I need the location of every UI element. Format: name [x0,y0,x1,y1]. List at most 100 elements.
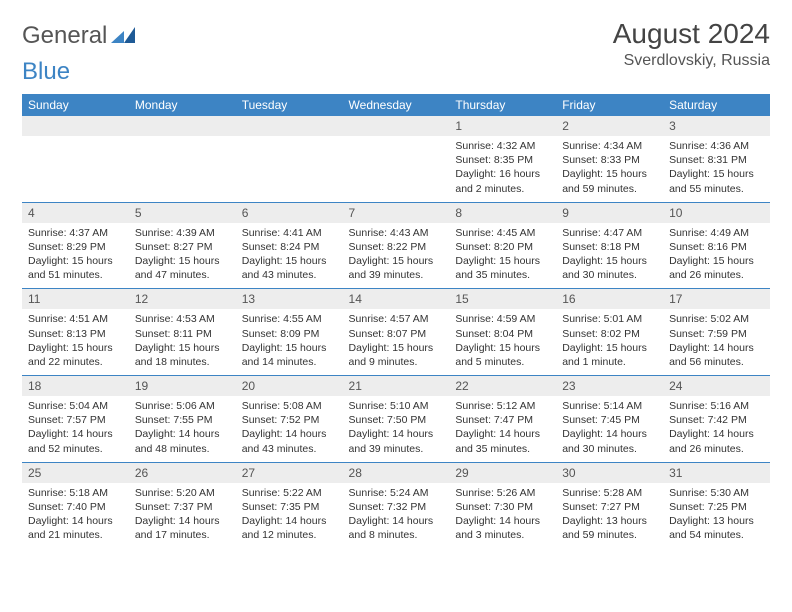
day-cell: Sunrise: 4:36 AMSunset: 8:31 PMDaylight:… [663,136,770,202]
sunset-text: Sunset: 7:30 PM [455,500,550,514]
day-cell: Sunrise: 5:16 AMSunset: 7:42 PMDaylight:… [663,396,770,462]
daylight-text: Daylight: 15 hours and 14 minutes. [242,341,337,369]
day-cell: Sunrise: 5:22 AMSunset: 7:35 PMDaylight:… [236,483,343,549]
day-number: 28 [343,462,450,483]
sunset-text: Sunset: 8:02 PM [562,327,657,341]
sunrise-text: Sunrise: 4:53 AM [135,312,230,326]
day-number [129,116,236,136]
sunset-text: Sunset: 7:45 PM [562,413,657,427]
day-content-row: Sunrise: 5:04 AMSunset: 7:57 PMDaylight:… [22,396,770,462]
day-cell: Sunrise: 5:04 AMSunset: 7:57 PMDaylight:… [22,396,129,462]
sunrise-text: Sunrise: 5:04 AM [28,399,123,413]
sunset-text: Sunset: 8:11 PM [135,327,230,341]
day-number: 8 [449,202,556,223]
sunrise-text: Sunrise: 5:01 AM [562,312,657,326]
sunset-text: Sunset: 8:33 PM [562,153,657,167]
day-cell: Sunrise: 4:34 AMSunset: 8:33 PMDaylight:… [556,136,663,202]
day-cell [236,136,343,202]
daylight-text: Daylight: 15 hours and 5 minutes. [455,341,550,369]
daylight-text: Daylight: 15 hours and 51 minutes. [28,254,123,282]
sunset-text: Sunset: 8:20 PM [455,240,550,254]
sunrise-text: Sunrise: 5:20 AM [135,486,230,500]
daylight-text: Daylight: 16 hours and 2 minutes. [455,167,550,195]
day-cell: Sunrise: 4:32 AMSunset: 8:35 PMDaylight:… [449,136,556,202]
sunrise-text: Sunrise: 4:59 AM [455,312,550,326]
day-cell: Sunrise: 4:51 AMSunset: 8:13 PMDaylight:… [22,309,129,375]
day-cell: Sunrise: 5:18 AMSunset: 7:40 PMDaylight:… [22,483,129,549]
sunset-text: Sunset: 8:22 PM [349,240,444,254]
day-cell: Sunrise: 5:12 AMSunset: 7:47 PMDaylight:… [449,396,556,462]
day-cell: Sunrise: 5:26 AMSunset: 7:30 PMDaylight:… [449,483,556,549]
day-cell: Sunrise: 4:59 AMSunset: 8:04 PMDaylight:… [449,309,556,375]
day-content-row: Sunrise: 4:37 AMSunset: 8:29 PMDaylight:… [22,223,770,289]
sunset-text: Sunset: 7:32 PM [349,500,444,514]
day-cell: Sunrise: 4:41 AMSunset: 8:24 PMDaylight:… [236,223,343,289]
sunset-text: Sunset: 7:55 PM [135,413,230,427]
sunset-text: Sunset: 7:40 PM [28,500,123,514]
day-number [236,116,343,136]
sunset-text: Sunset: 8:29 PM [28,240,123,254]
sunrise-text: Sunrise: 4:32 AM [455,139,550,153]
sunset-text: Sunset: 7:50 PM [349,413,444,427]
daylight-text: Daylight: 14 hours and 39 minutes. [349,427,444,455]
daylight-text: Daylight: 15 hours and 9 minutes. [349,341,444,369]
sunrise-text: Sunrise: 5:02 AM [669,312,764,326]
day-number-row: 18192021222324 [22,376,770,397]
sunrise-text: Sunrise: 5:24 AM [349,486,444,500]
daylight-text: Daylight: 14 hours and 8 minutes. [349,514,444,542]
daylight-text: Daylight: 14 hours and 56 minutes. [669,341,764,369]
sunrise-text: Sunrise: 4:49 AM [669,226,764,240]
day-number: 4 [22,202,129,223]
day-number: 17 [663,289,770,310]
sunrise-text: Sunrise: 4:51 AM [28,312,123,326]
col-sunday: Sunday [22,94,129,116]
sunrise-text: Sunrise: 4:57 AM [349,312,444,326]
daylight-text: Daylight: 14 hours and 35 minutes. [455,427,550,455]
day-cell: Sunrise: 5:24 AMSunset: 7:32 PMDaylight:… [343,483,450,549]
calendar-body: 123Sunrise: 4:32 AMSunset: 8:35 PMDaylig… [22,116,770,548]
sunset-text: Sunset: 7:25 PM [669,500,764,514]
day-number: 25 [22,462,129,483]
daylight-text: Daylight: 15 hours and 43 minutes. [242,254,337,282]
month-title: August 2024 [613,18,770,50]
day-cell [22,136,129,202]
day-number: 16 [556,289,663,310]
day-number: 12 [129,289,236,310]
sunrise-text: Sunrise: 4:55 AM [242,312,337,326]
day-cell: Sunrise: 5:20 AMSunset: 7:37 PMDaylight:… [129,483,236,549]
sunrise-text: Sunrise: 5:16 AM [669,399,764,413]
day-cell: Sunrise: 4:47 AMSunset: 8:18 PMDaylight:… [556,223,663,289]
sunrise-text: Sunrise: 5:22 AM [242,486,337,500]
daylight-text: Daylight: 15 hours and 59 minutes. [562,167,657,195]
sunrise-text: Sunrise: 5:06 AM [135,399,230,413]
col-thursday: Thursday [449,94,556,116]
daylight-text: Daylight: 14 hours and 48 minutes. [135,427,230,455]
day-cell: Sunrise: 5:06 AMSunset: 7:55 PMDaylight:… [129,396,236,462]
daylight-text: Daylight: 14 hours and 12 minutes. [242,514,337,542]
location-label: Sverdlovskiy, Russia [613,52,770,70]
day-cell: Sunrise: 4:39 AMSunset: 8:27 PMDaylight:… [129,223,236,289]
day-cell: Sunrise: 5:02 AMSunset: 7:59 PMDaylight:… [663,309,770,375]
sunset-text: Sunset: 8:27 PM [135,240,230,254]
sunrise-text: Sunrise: 5:28 AM [562,486,657,500]
day-cell: Sunrise: 5:10 AMSunset: 7:50 PMDaylight:… [343,396,450,462]
day-cell [129,136,236,202]
daylight-text: Daylight: 15 hours and 55 minutes. [669,167,764,195]
day-cell [343,136,450,202]
sunrise-text: Sunrise: 5:30 AM [669,486,764,500]
sunrise-text: Sunrise: 5:08 AM [242,399,337,413]
day-number: 5 [129,202,236,223]
logo-mark-icon [111,22,137,50]
daylight-text: Daylight: 13 hours and 54 minutes. [669,514,764,542]
daylight-text: Daylight: 14 hours and 17 minutes. [135,514,230,542]
sunset-text: Sunset: 7:52 PM [242,413,337,427]
day-number [22,116,129,136]
day-cell: Sunrise: 5:28 AMSunset: 7:27 PMDaylight:… [556,483,663,549]
day-number [343,116,450,136]
daylight-text: Daylight: 14 hours and 43 minutes. [242,427,337,455]
sunrise-text: Sunrise: 5:14 AM [562,399,657,413]
daylight-text: Daylight: 14 hours and 52 minutes. [28,427,123,455]
daylight-text: Daylight: 14 hours and 26 minutes. [669,427,764,455]
day-number: 7 [343,202,450,223]
daylight-text: Daylight: 14 hours and 30 minutes. [562,427,657,455]
